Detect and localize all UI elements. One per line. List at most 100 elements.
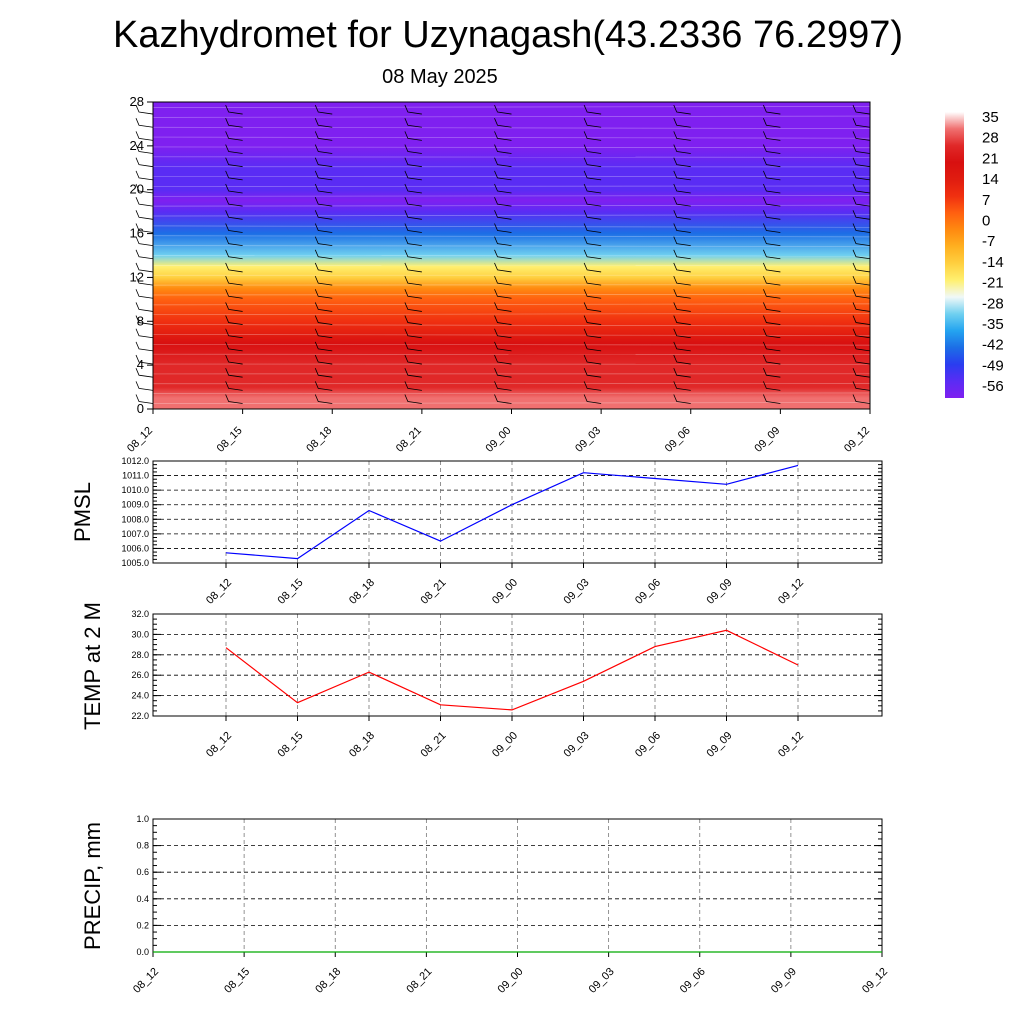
wind-barb — [225, 236, 243, 247]
wind-barb — [673, 368, 691, 378]
x-tick-label: 08_15 — [276, 577, 306, 607]
x-tick-label: 09_06 — [633, 730, 663, 760]
contour-line — [152, 255, 871, 257]
contour-line — [152, 303, 871, 306]
precip-axes: 0.0 0.2 0.4 0.6 0.8 1.0 08_12 08_15 08_18 08_21 09… — [131, 814, 890, 996]
pmsl-y-label: PMSL — [70, 482, 95, 542]
wind-barb — [404, 354, 422, 365]
y-tick-label: 0 — [137, 401, 144, 416]
wind-barb — [494, 223, 512, 233]
wind-barb — [135, 368, 154, 378]
contour-line — [152, 136, 871, 139]
wind-barb — [404, 262, 422, 273]
wind-barb — [763, 315, 781, 325]
wind-barb — [225, 302, 243, 312]
wind-barb — [852, 210, 871, 220]
wind-barb — [763, 354, 781, 365]
wind-barb — [673, 131, 691, 141]
contour-line — [152, 225, 871, 228]
y-tick-label: 1012.0 — [121, 456, 149, 466]
x-tick-label: 08_12 — [125, 425, 155, 455]
wind-barb — [404, 131, 422, 141]
wind-barb — [404, 157, 422, 168]
contour-line — [152, 204, 871, 207]
contour-line — [152, 245, 871, 247]
wind-barb — [673, 315, 691, 325]
wind-barb — [225, 275, 243, 286]
wind-barb — [852, 170, 871, 181]
wind-barb — [225, 210, 243, 220]
wind-barb — [494, 341, 512, 352]
temp-panel: 22.0 24.0 26.0 28.0 30.0 32.0 08_12 08_15 08_18 0… — [80, 602, 883, 760]
wind-barb — [404, 275, 422, 286]
wind-barb — [494, 394, 512, 404]
wind-barb — [494, 157, 512, 168]
wind-barb — [852, 236, 871, 247]
wind-barb — [225, 289, 243, 299]
wind-barb — [314, 210, 333, 220]
wind-barb — [673, 183, 691, 194]
contour-line — [152, 402, 871, 404]
wind-barb — [314, 170, 333, 181]
contour-line — [152, 324, 871, 327]
wind-barb — [494, 368, 512, 378]
wind-barb — [763, 236, 781, 247]
wind-barb — [314, 144, 333, 154]
wind-barb — [135, 302, 154, 312]
wind-barb — [763, 275, 781, 286]
x-tick-label: 09_03 — [573, 425, 603, 455]
wind-barb — [583, 328, 602, 339]
colorbar-label: 35 — [982, 109, 999, 126]
wind-barb — [314, 354, 333, 365]
y-tick-label: 12 — [130, 269, 144, 284]
wind-barb — [763, 144, 781, 154]
wind-barb — [225, 341, 243, 352]
wind-barb — [763, 262, 781, 273]
precip-panel: 0.0 0.2 0.4 0.6 0.8 1.0 08_12 08_15 08_18 08_21 09… — [80, 814, 890, 996]
wind-barb — [763, 118, 781, 128]
x-tick-label: 08_12 — [204, 577, 234, 607]
wind-barb — [404, 223, 422, 233]
temp-frame — [152, 613, 883, 717]
wind-barb — [852, 275, 871, 286]
wind-barb — [583, 223, 602, 233]
wind-barb — [404, 236, 422, 247]
y-tick-label: 1006.0 — [121, 543, 149, 553]
wind-barb — [225, 157, 243, 168]
wind-barb — [225, 197, 243, 207]
wind-barb — [225, 170, 243, 181]
wind-barb — [763, 381, 781, 391]
wind-barb — [225, 104, 243, 115]
wind-barb — [404, 394, 422, 404]
wind-barb — [225, 223, 243, 233]
wind-barb — [583, 302, 602, 312]
wind-barb — [852, 341, 871, 352]
contour-line — [152, 392, 871, 394]
contour-line — [152, 343, 871, 346]
wind-barb — [673, 275, 691, 286]
contour-line — [152, 334, 871, 336]
wind-barb — [494, 275, 512, 286]
wind-barb — [314, 104, 333, 115]
wind-barb — [225, 183, 243, 194]
colorbar-label: 7 — [982, 192, 990, 209]
wind-barb — [763, 249, 781, 260]
colorbar-label: 28 — [982, 130, 999, 147]
wind-barb — [583, 368, 602, 378]
wind-barb — [404, 289, 422, 299]
wind-barb — [852, 131, 871, 141]
wind-barb — [583, 170, 602, 181]
wind-barb — [135, 341, 154, 352]
wind-barb — [494, 104, 512, 115]
wind-barb — [494, 183, 512, 194]
wind-barb — [673, 302, 691, 312]
wind-barb — [314, 315, 333, 325]
wind-barb — [494, 262, 512, 273]
x-tick-label: 09_12 — [842, 425, 872, 455]
y-tick-label: 1011.0 — [122, 471, 149, 481]
wind-barb — [673, 197, 691, 207]
pmsl-series-line — [225, 464, 799, 560]
wind-barb — [673, 328, 691, 339]
wind-barb — [583, 275, 602, 286]
wind-barb — [135, 289, 154, 299]
